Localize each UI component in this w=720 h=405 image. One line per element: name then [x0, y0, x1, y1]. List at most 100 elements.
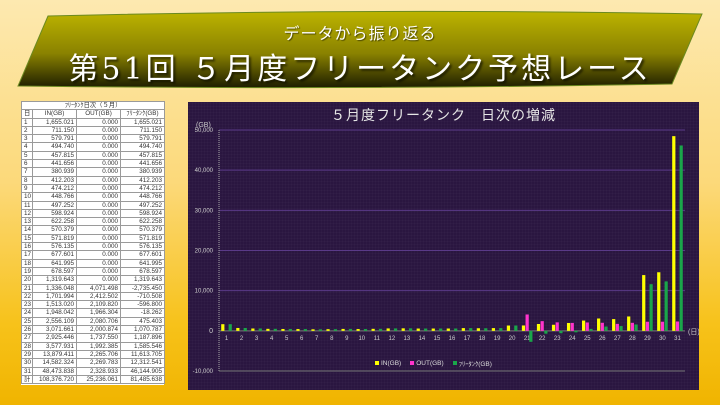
- bar: [657, 272, 661, 331]
- bar: [446, 328, 450, 331]
- x-tick-label: 28: [629, 336, 636, 342]
- legend-swatch-icon: [375, 361, 379, 365]
- cell-day: 21: [21, 283, 33, 293]
- cell-freetank: 1,585.546: [119, 341, 166, 351]
- bar: [469, 328, 473, 331]
- table-row: 2 711.150 0.000 711.150: [21, 125, 166, 136]
- cell-day: 8: [21, 175, 33, 185]
- cell-day: 19: [21, 266, 33, 277]
- bar: [273, 328, 277, 331]
- cell-day: 18: [21, 258, 33, 268]
- bar: [672, 136, 676, 331]
- cell-freetank: 1,187.896: [119, 333, 166, 343]
- x-axis-unit: (日): [688, 328, 699, 336]
- bar: [431, 328, 435, 331]
- bar: [371, 328, 375, 331]
- cell-out: 2,109.820: [76, 300, 121, 310]
- cell-in: 474.212: [32, 183, 77, 194]
- bar: [630, 322, 634, 331]
- x-tick-label: 29: [644, 336, 651, 342]
- cell-out: 0.000: [76, 175, 121, 185]
- x-tick-label: 11: [374, 336, 381, 342]
- cell-out: 0.000: [76, 117, 121, 127]
- legend-label: ﾌﾘｰﾀﾝｸ(GB): [458, 361, 492, 368]
- cell-in: 3,577.931: [32, 341, 77, 351]
- legend-swatch-icon: [410, 361, 415, 365]
- cell-in: 677.601: [32, 250, 77, 260]
- bar: [499, 328, 503, 331]
- bar: [454, 328, 458, 331]
- cell-day: 20: [21, 275, 33, 285]
- cell-in: 579.791: [32, 134, 77, 144]
- table-row: 22 1,701.994 2,412.502 -710.508: [21, 291, 166, 302]
- bar: [439, 328, 443, 331]
- cell-freetank: 494.740: [119, 142, 166, 152]
- bar: [559, 330, 563, 334]
- cell-day: 29: [21, 349, 33, 360]
- cell-in: 412.203: [32, 175, 77, 185]
- table-row: 19 678.597 0.000 678.597: [21, 266, 166, 277]
- y-axis-unit: (GB): [196, 122, 211, 129]
- total-in: 108,376.720: [32, 374, 77, 385]
- cell-in: 711.150: [32, 125, 77, 136]
- y-tick-label: 30,000: [195, 208, 214, 214]
- cell-out: 0.000: [76, 225, 121, 235]
- bar: [615, 323, 619, 331]
- table-row: 9 474.212 0.000 474.212: [21, 183, 166, 194]
- x-tick-label: 2: [240, 336, 244, 342]
- cell-in: 3,071.661: [32, 324, 77, 335]
- cell-in: 598.924: [32, 208, 77, 219]
- x-tick-label: 14: [419, 336, 426, 342]
- cell-in: 2,556.109: [32, 316, 77, 327]
- bar-chart: -10,000 0 10,000 20,000 30,000 40,000 50,000(G…: [193, 122, 699, 375]
- cell-freetank: 497.252: [119, 200, 166, 210]
- table-row: 23 1,513.020 2,109.820 -596.800: [21, 300, 166, 310]
- bar: [356, 329, 360, 331]
- bar: [619, 326, 623, 331]
- bar: [529, 330, 533, 342]
- bar: [536, 323, 541, 331]
- cell-freetank: -2,735.450: [119, 283, 166, 293]
- bar: [386, 328, 390, 331]
- cell-freetank: 678.597: [119, 266, 166, 277]
- bar: [288, 328, 292, 331]
- cell-day: 31: [21, 366, 33, 376]
- table-total-row: 計 108,376.720 25,236.061 81,485.638: [21, 374, 166, 385]
- banner-shape: [17, 10, 703, 89]
- bar: [675, 321, 680, 331]
- cell-in: 497.252: [32, 200, 77, 210]
- cell-freetank: 641.995: [119, 258, 166, 268]
- bar: [303, 329, 307, 331]
- bar: [514, 325, 518, 331]
- x-tick-label: 26: [599, 336, 606, 342]
- cell-day: 1: [21, 117, 33, 127]
- cell-in: 14,582.324: [32, 358, 77, 368]
- cell-day: 30: [21, 358, 33, 368]
- bar: [649, 284, 653, 331]
- cell-out: 0.000: [76, 266, 121, 277]
- cell-in: 576.135: [32, 242, 77, 252]
- cell-out: 0.000: [76, 233, 121, 244]
- cell-out: 4,071.498: [76, 283, 121, 293]
- table-row: 29 13,879.411 2,265.706 11,613.705: [21, 349, 166, 360]
- cell-day: 4: [21, 142, 33, 152]
- bar: [296, 329, 300, 331]
- x-tick-label: 7: [315, 336, 319, 342]
- bar: [612, 319, 616, 331]
- bar: [581, 320, 586, 331]
- cell-freetank: 579.791: [119, 134, 166, 144]
- cell-out: 2,269.783: [76, 358, 121, 368]
- cell-in: 494.740: [32, 142, 77, 152]
- cell-freetank: 1,070.787: [119, 324, 166, 335]
- x-tick-label: 16: [449, 336, 456, 342]
- bar: [540, 321, 544, 331]
- cell-day: 16: [21, 242, 33, 252]
- table-row: 5 457.815 0.000 457.815: [21, 150, 166, 161]
- x-tick-label: 21: [524, 336, 531, 342]
- cell-day: 26: [21, 324, 33, 335]
- bar: [416, 328, 420, 331]
- x-tick-label: 6: [300, 336, 304, 342]
- banner-subtitle: データから振り返る: [283, 24, 437, 43]
- bar: [570, 322, 574, 331]
- bar: [326, 329, 330, 331]
